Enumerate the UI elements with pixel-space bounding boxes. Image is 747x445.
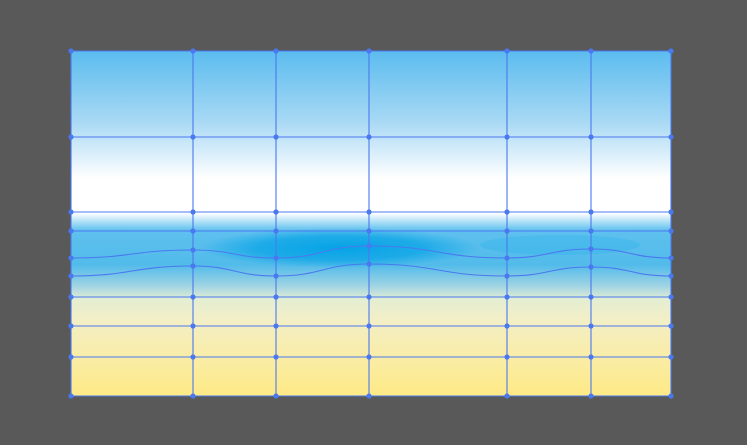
mesh-points[interactable] (68, 48, 674, 399)
mesh-anchor-point[interactable] (366, 323, 372, 329)
mesh-anchor-point[interactable] (668, 134, 674, 140)
mesh-anchor-point[interactable] (190, 247, 196, 253)
mesh-anchor-point[interactable] (273, 48, 279, 54)
mesh-anchor-point[interactable] (68, 134, 74, 140)
mesh-anchor-point[interactable] (668, 393, 674, 399)
mesh-anchor-point[interactable] (504, 228, 510, 234)
mesh-anchor-point[interactable] (504, 393, 510, 399)
mesh-anchor-point[interactable] (273, 273, 279, 279)
deep-water-highlight (190, 226, 530, 270)
mesh-anchor-point[interactable] (273, 255, 279, 261)
mesh-fill (71, 51, 671, 396)
mesh-anchor-point[interactable] (668, 354, 674, 360)
mesh-anchor-point[interactable] (668, 323, 674, 329)
mesh-anchor-point[interactable] (588, 246, 594, 252)
mesh-anchor-point[interactable] (190, 393, 196, 399)
mesh-anchor-point[interactable] (190, 134, 196, 140)
mesh-anchor-point[interactable] (588, 134, 594, 140)
mesh-anchor-point[interactable] (273, 134, 279, 140)
mesh-anchor-point[interactable] (588, 323, 594, 329)
mesh-anchor-point[interactable] (68, 323, 74, 329)
mesh-anchor-point[interactable] (273, 228, 279, 234)
mesh-anchor-point[interactable] (273, 393, 279, 399)
mesh-anchor-point[interactable] (504, 354, 510, 360)
mesh-anchor-point[interactable] (504, 255, 510, 261)
mesh-anchor-point[interactable] (504, 294, 510, 300)
mesh-anchor-point[interactable] (273, 209, 279, 215)
mesh-anchor-point[interactable] (588, 209, 594, 215)
mesh-anchor-point[interactable] (668, 209, 674, 215)
gradient-mesh-object[interactable] (68, 48, 674, 399)
mesh-anchor-point[interactable] (668, 294, 674, 300)
mesh-anchor-point[interactable] (190, 323, 196, 329)
mesh-anchor-point[interactable] (366, 209, 372, 215)
mesh-anchor-point[interactable] (190, 263, 196, 269)
mesh-anchor-point[interactable] (68, 354, 74, 360)
mesh-anchor-point[interactable] (190, 228, 196, 234)
mesh-anchor-point[interactable] (273, 294, 279, 300)
mesh-anchor-point[interactable] (588, 48, 594, 54)
mesh-anchor-point[interactable] (668, 48, 674, 54)
mesh-anchor-point[interactable] (668, 228, 674, 234)
mesh-anchor-point[interactable] (68, 273, 74, 279)
mesh-anchor-point[interactable] (366, 228, 372, 234)
mesh-anchor-point[interactable] (68, 209, 74, 215)
mesh-anchor-point[interactable] (190, 209, 196, 215)
mesh-anchor-point[interactable] (366, 48, 372, 54)
mesh-anchor-point[interactable] (504, 323, 510, 329)
mesh-anchor-point[interactable] (366, 134, 372, 140)
mesh-anchor-point[interactable] (366, 243, 372, 249)
mesh-anchor-point[interactable] (190, 294, 196, 300)
mesh-anchor-point[interactable] (668, 273, 674, 279)
deep-water-highlight-right (480, 235, 640, 255)
mesh-anchor-point[interactable] (366, 393, 372, 399)
mesh-anchor-point[interactable] (190, 48, 196, 54)
mesh-anchor-point[interactable] (68, 228, 74, 234)
mesh-anchor-point[interactable] (366, 354, 372, 360)
mesh-anchor-point[interactable] (504, 273, 510, 279)
mesh-anchor-point[interactable] (190, 354, 196, 360)
mesh-anchor-point[interactable] (366, 294, 372, 300)
mesh-anchor-point[interactable] (273, 323, 279, 329)
mesh-anchor-point[interactable] (504, 209, 510, 215)
mesh-anchor-point[interactable] (68, 255, 74, 261)
mesh-anchor-point[interactable] (68, 48, 74, 54)
mesh-anchor-point[interactable] (504, 134, 510, 140)
mesh-anchor-point[interactable] (504, 48, 510, 54)
mesh-anchor-point[interactable] (366, 261, 372, 267)
mesh-anchor-point[interactable] (68, 294, 74, 300)
mesh-anchor-point[interactable] (588, 354, 594, 360)
mesh-anchor-point[interactable] (68, 393, 74, 399)
mesh-anchor-point[interactable] (588, 294, 594, 300)
mesh-anchor-point[interactable] (588, 228, 594, 234)
mesh-anchor-point[interactable] (668, 255, 674, 261)
mesh-anchor-point[interactable] (588, 264, 594, 270)
mesh-anchor-point[interactable] (588, 393, 594, 399)
mesh-anchor-point[interactable] (273, 354, 279, 360)
